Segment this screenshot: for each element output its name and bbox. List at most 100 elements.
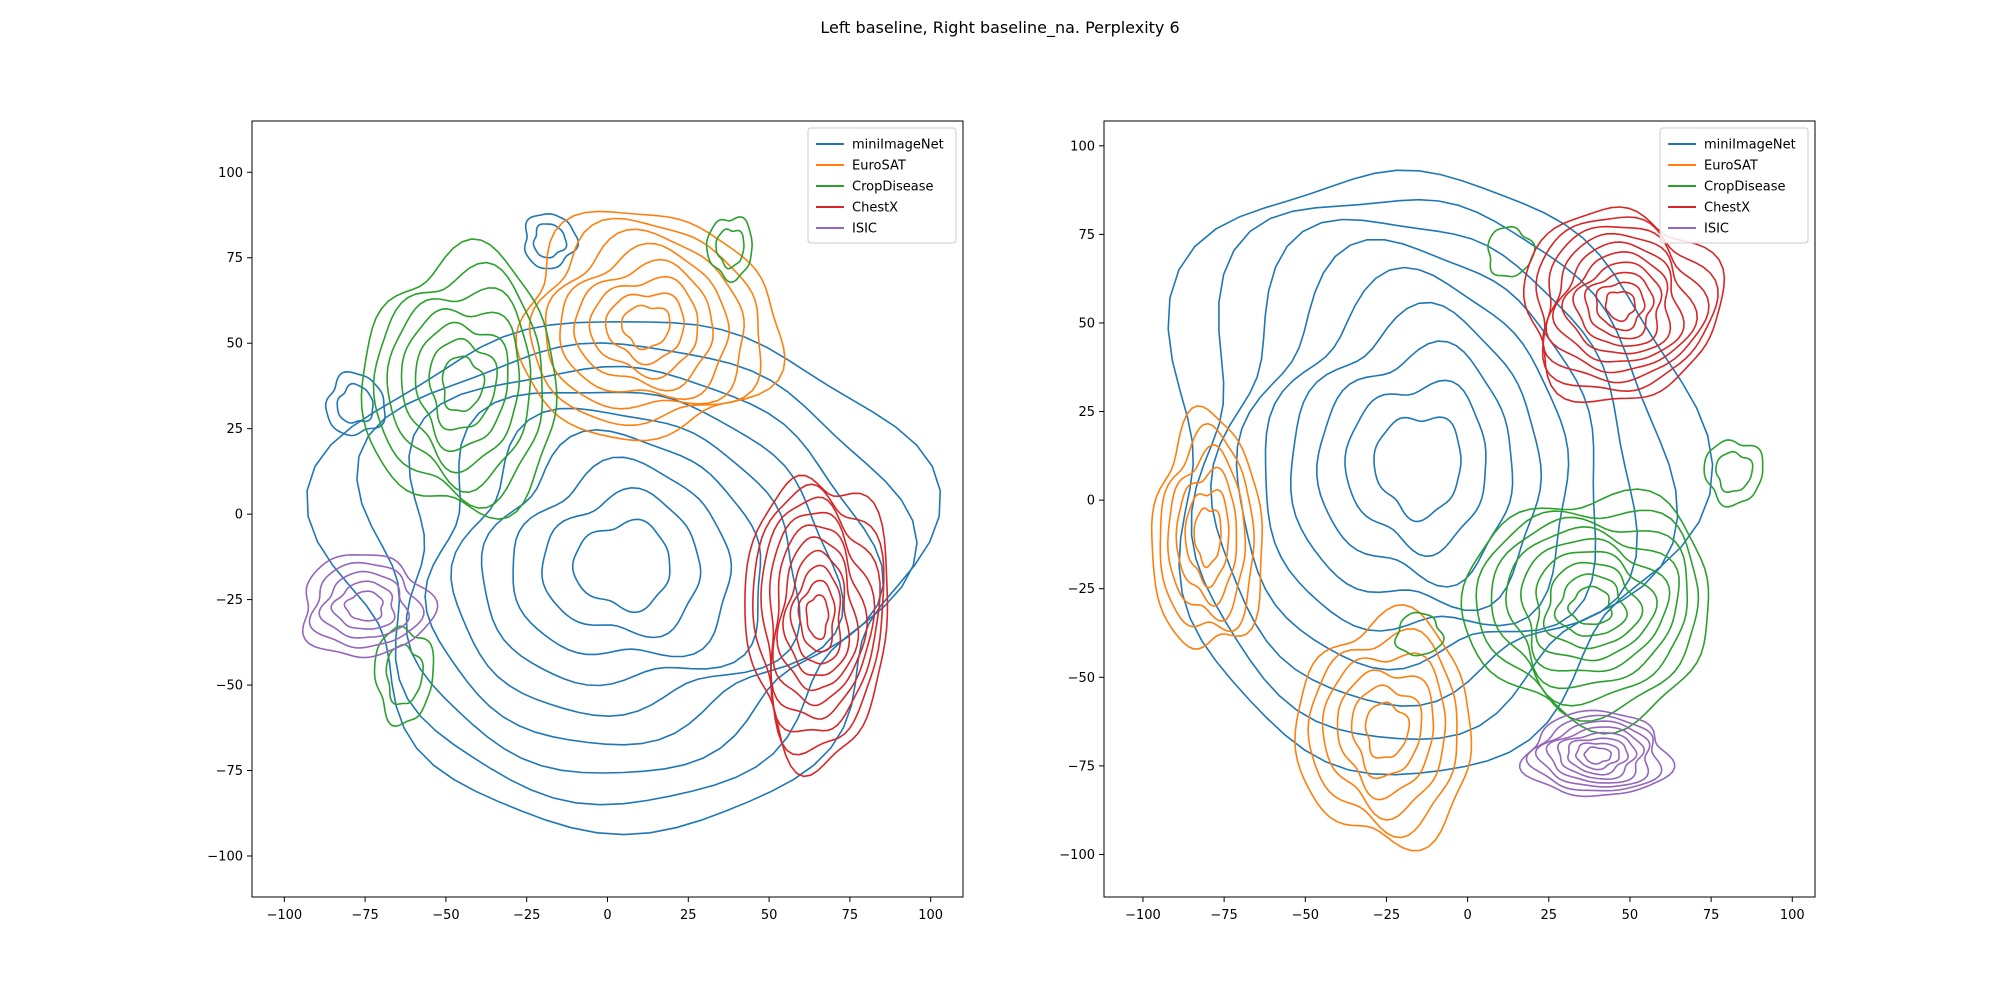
contour-isic-level-5 (343, 590, 384, 622)
contour-isic-level-2 (1525, 714, 1663, 792)
figure-suptitle: Left baseline, Right baseline_na. Perple… (820, 18, 1179, 38)
contour-isic-level-5 (1556, 731, 1638, 781)
contour-chestx-level-9 (797, 579, 836, 653)
y-tick-label: −50 (216, 679, 243, 694)
contour-isic-level-6 (1567, 737, 1630, 776)
legend-label: EuroSAT (1704, 159, 1758, 174)
plot-area (301, 210, 942, 836)
contour-cropdisease-level-9 (1566, 585, 1613, 626)
contour-eurosat-level-3 (544, 228, 746, 410)
contour-miniimagenet-level-7 (512, 456, 733, 658)
legend-label: miniImageNet (1704, 138, 1796, 153)
contour-cropdisease-level-4 (400, 307, 521, 474)
contour-miniimagenet-level-2 (1190, 198, 1679, 741)
contour-chestx-level-8 (1583, 271, 1655, 340)
x-tick-label: 0 (1463, 908, 1471, 923)
contour-cropdisease-level-1 (705, 216, 753, 284)
x-tick-label: −75 (1210, 908, 1237, 923)
contour-chestx-level-10 (805, 594, 830, 641)
contour-miniimagenet-level-5 (450, 407, 801, 718)
contour-miniimagenet-level-6 (480, 428, 762, 687)
y-tick-label: −75 (216, 764, 243, 779)
legend-label: CropDisease (1704, 180, 1785, 195)
contour-chestx-level-1 (744, 474, 889, 778)
contour-chestx-level-4 (1545, 232, 1699, 374)
contour-cropdisease-level-1 (1487, 225, 1536, 278)
y-tick-label: 75 (1078, 228, 1095, 243)
legend-label: ChestX (1704, 201, 1750, 216)
contour-miniimagenet-level-8 (1344, 379, 1487, 558)
legend-label: miniImageNet (852, 138, 944, 153)
contour-chestx-level-6 (1561, 250, 1672, 355)
contour-chestx-level-6 (776, 536, 860, 692)
contour-cropdisease-level-6 (1535, 550, 1658, 662)
contour-cropdisease-level-3 (386, 287, 532, 494)
contour-miniimagenet-level-1 (523, 212, 580, 270)
x-tick-label: 0 (603, 908, 611, 923)
legend: miniImageNet EuroSAT CropDisease ChestX ISIC (807, 127, 957, 244)
contour-cropdisease-level-1 (373, 625, 435, 728)
y-tick-label: 50 (226, 337, 243, 352)
y-tick-label: 75 (226, 251, 243, 266)
y-tick-label: −25 (1068, 582, 1095, 597)
legend: miniImageNet EuroSAT CropDisease ChestX ISIC (1659, 127, 1809, 244)
contour-cropdisease-level-8 (1553, 573, 1628, 637)
contour-eurosat-level-4 (1336, 669, 1435, 801)
contour-cropdisease-level-6 (428, 337, 499, 431)
y-tick-label: −50 (1068, 671, 1095, 686)
contour-chestx-level-10 (1604, 290, 1636, 323)
contour-chestx-level-7 (1572, 261, 1663, 347)
contour-eurosat-level-7 (604, 292, 686, 366)
contour-eurosat-level-2 (528, 217, 762, 427)
contour-cropdisease-level-5 (1519, 538, 1671, 673)
contour-isic-level-3 (1534, 720, 1651, 788)
contour-eurosat-level-5 (573, 258, 714, 392)
y-tick-label: −25 (216, 593, 243, 608)
contour-eurosat-level-6 (1193, 507, 1222, 569)
legend-box (1659, 127, 1809, 244)
contour-isic-level-4 (330, 580, 396, 630)
contour-isic-level-1 (1518, 709, 1676, 798)
legend-label: ChestX (852, 201, 898, 216)
x-tick-label: −100 (266, 908, 302, 923)
contour-miniimagenet-level-5 (1264, 266, 1570, 632)
legend-label: ISIC (1704, 222, 1729, 237)
contour-miniimagenet-level-7 (1315, 340, 1514, 588)
contour-eurosat-level-1 (1294, 603, 1473, 852)
contour-chestx-level-5 (772, 524, 868, 707)
contour-eurosat-level-8 (620, 304, 671, 351)
y-tick-label: −75 (1068, 759, 1095, 774)
contour-eurosat-level-2 (1307, 628, 1458, 839)
contour-miniimagenet-level-2 (356, 342, 918, 806)
x-tick-label: −25 (1373, 908, 1400, 923)
contour-cropdisease-level-4 (1505, 525, 1680, 690)
y-tick-label: −100 (207, 849, 243, 864)
contour-eurosat-level-5 (1184, 488, 1230, 589)
contour-eurosat-level-1 (515, 210, 786, 442)
contour-cropdisease-level-7 (1542, 561, 1644, 650)
contour-cropdisease-level-2 (385, 643, 425, 706)
contour-eurosat-level-1 (1150, 405, 1264, 650)
contour-miniimagenet-level-4 (1235, 239, 1597, 671)
legend-label: CropDisease (852, 180, 933, 195)
x-tick-label: 75 (1703, 908, 1720, 923)
contour-eurosat-level-3 (1321, 652, 1447, 821)
contour-chestx-level-5 (1551, 241, 1685, 363)
contour-chestx-level-2 (751, 483, 885, 756)
x-tick-label: 100 (918, 908, 943, 923)
contour-miniimagenet-level-9 (1373, 416, 1462, 523)
x-tick-label: 75 (842, 908, 859, 923)
legend-label: EuroSAT (852, 159, 906, 174)
contour-miniimagenet-level-8 (541, 486, 702, 639)
contour-cropdisease-level-7 (441, 355, 486, 413)
contour-isic-level-3 (318, 570, 411, 639)
contour-miniimagenet-level-3 (405, 365, 885, 774)
x-tick-label: −50 (1292, 908, 1319, 923)
contour-isic-level-4 (1545, 726, 1646, 784)
contour-miniimagenet-level-6 (1289, 301, 1543, 612)
contour-cropdisease-level-5 (414, 321, 509, 453)
y-tick-label: 25 (1078, 405, 1095, 420)
y-tick-label: 25 (226, 422, 243, 437)
contour-isic-level-8 (1583, 746, 1612, 765)
contour-chestx-level-3 (760, 496, 881, 733)
